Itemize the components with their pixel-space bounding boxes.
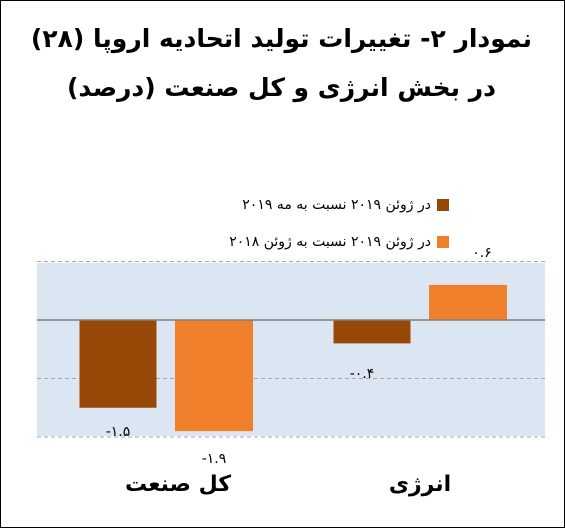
chart-title: نمودار ۲- تغییرات تولید اتحادیه اروپا (۲… (30, 24, 533, 102)
bar-series-1-total-industry (79, 320, 157, 408)
data-label-series-1-energy: -۰.۴ (350, 366, 375, 382)
data-label-series-1-total-industry: -۱.۵ (106, 424, 131, 440)
bar-series-2-energy (429, 284, 507, 320)
legend-swatch-series-2 (437, 236, 449, 248)
data-label-series-2-energy: ۰.۶ (472, 245, 492, 261)
bar-series-1-energy (333, 320, 411, 344)
category-label-total-industry: کل صنعت (124, 472, 232, 497)
legend-item-series-2: در ژوئن ۲۰۱۹ نسبت به ژوئن ۲۰۱۸ (229, 234, 449, 250)
legend-item-series-1: در ژوئن ۲۰۱۹ نسبت به مه ۲۰۱۹ (242, 197, 449, 213)
legend-label-series-1: در ژوئن ۲۰۱۹ نسبت به مه ۲۰۱۹ (242, 197, 431, 213)
legend-label-series-2: در ژوئن ۲۰۱۹ نسبت به ژوئن ۲۰۱۸ (229, 234, 431, 250)
bar-series-2-total-industry (175, 320, 253, 432)
data-label-series-2-total-industry: -۱.۹ (202, 451, 227, 467)
category-label-energy: انرژی (388, 472, 452, 497)
legend-swatch-series-1 (437, 199, 449, 211)
